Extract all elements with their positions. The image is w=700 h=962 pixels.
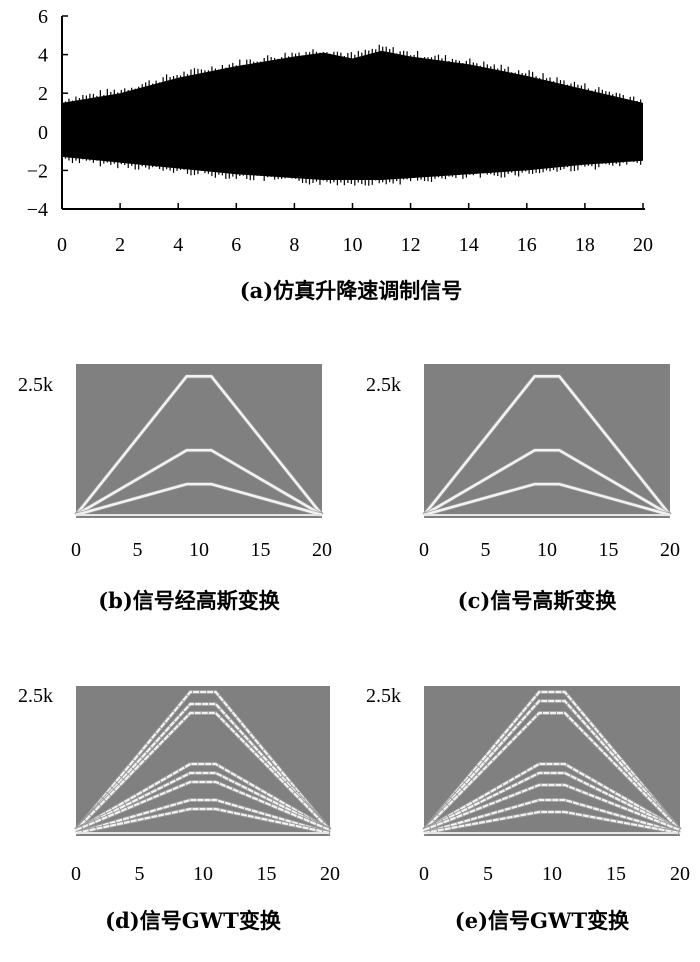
x-tick-label: 18: [575, 234, 595, 256]
x-tick-label: 10: [542, 863, 562, 885]
chart-b: [74, 364, 324, 518]
ridge-line: [423, 690, 681, 831]
ridge-line: [423, 798, 681, 835]
x-tick-label: 0: [57, 234, 67, 256]
x-tick-label: 16: [517, 234, 537, 256]
x-tick-label: 0: [71, 539, 81, 561]
chart-c: [422, 364, 672, 518]
x-tick-label: 10: [189, 539, 209, 561]
x-tick-label: 20: [320, 863, 340, 885]
ridge-line: [423, 771, 681, 831]
ridge-line: [75, 771, 331, 831]
x-tick-label: 20: [633, 234, 653, 256]
ridge-line: [75, 711, 331, 831]
ridge-line: [75, 482, 323, 517]
x-tick-label: 5: [133, 539, 143, 561]
y-top-label: 2.5k: [18, 685, 53, 707]
chart-caption: (d)信号GWT变换: [105, 908, 282, 933]
ridge-line: [75, 448, 323, 517]
x-tick-label: 10: [193, 863, 213, 885]
ridge-line: [423, 482, 671, 517]
ridge-line: [75, 762, 331, 831]
x-tick-label: 12: [401, 234, 421, 256]
x-tick-label: 15: [257, 863, 277, 885]
ridge-line: [423, 810, 681, 835]
x-tick-label: 20: [670, 863, 690, 885]
ridge-line: [423, 783, 681, 832]
x-tick-label: 0: [419, 539, 429, 561]
x-tick-label: 20: [312, 539, 332, 561]
ridge-line: [423, 699, 681, 831]
y-tick-label: −2: [27, 160, 48, 182]
chart-e: [422, 686, 682, 836]
x-tick-label: 5: [481, 539, 491, 561]
y-tick-label: 6: [38, 6, 48, 28]
x-tick-label: 0: [71, 863, 81, 885]
y-tick-label: 2: [38, 83, 48, 105]
x-tick-label: 2: [115, 234, 125, 256]
ridge-line: [75, 702, 331, 831]
y-tick-label: 0: [38, 122, 48, 144]
x-tick-label: 4: [173, 234, 183, 256]
x-tick-label: 5: [135, 863, 145, 885]
chart-caption: (a)仿真升降速调制信号: [240, 278, 462, 303]
x-tick-label: 15: [606, 863, 626, 885]
chart-a: [61, 15, 645, 210]
y-tick-label: −4: [27, 199, 48, 221]
ridge-line: [423, 448, 671, 517]
x-tick-label: 15: [599, 539, 619, 561]
chart-d: [74, 686, 332, 836]
x-tick-label: 6: [231, 234, 241, 256]
ridge-line: [75, 690, 331, 831]
chart-caption: (e)信号GWT变换: [455, 908, 630, 933]
y-top-label: 2.5k: [366, 374, 401, 396]
y-top-label: 2.5k: [18, 374, 53, 396]
x-tick-label: 10: [343, 234, 363, 256]
ridge-line: [75, 780, 331, 832]
chart-caption: (c)信号高斯变换: [458, 588, 618, 613]
y-top-label: 2.5k: [366, 685, 401, 707]
x-tick-label: 10: [537, 539, 557, 561]
x-tick-label: 8: [289, 234, 299, 256]
x-tick-label: 14: [459, 234, 479, 256]
ridge-line: [423, 762, 681, 831]
ridge-line: [422, 375, 672, 516]
ridge-line: [74, 375, 324, 516]
ridge-line: [423, 711, 681, 831]
x-tick-label: 0: [419, 863, 429, 885]
x-tick-label: 20: [660, 539, 680, 561]
ridge-line: [75, 807, 331, 835]
x-tick-label: 15: [251, 539, 271, 561]
ridge-line: [75, 798, 331, 835]
x-tick-label: 5: [483, 863, 493, 885]
y-tick-label: 4: [38, 45, 48, 67]
chart-caption: (b)信号经高斯变换: [98, 588, 281, 613]
